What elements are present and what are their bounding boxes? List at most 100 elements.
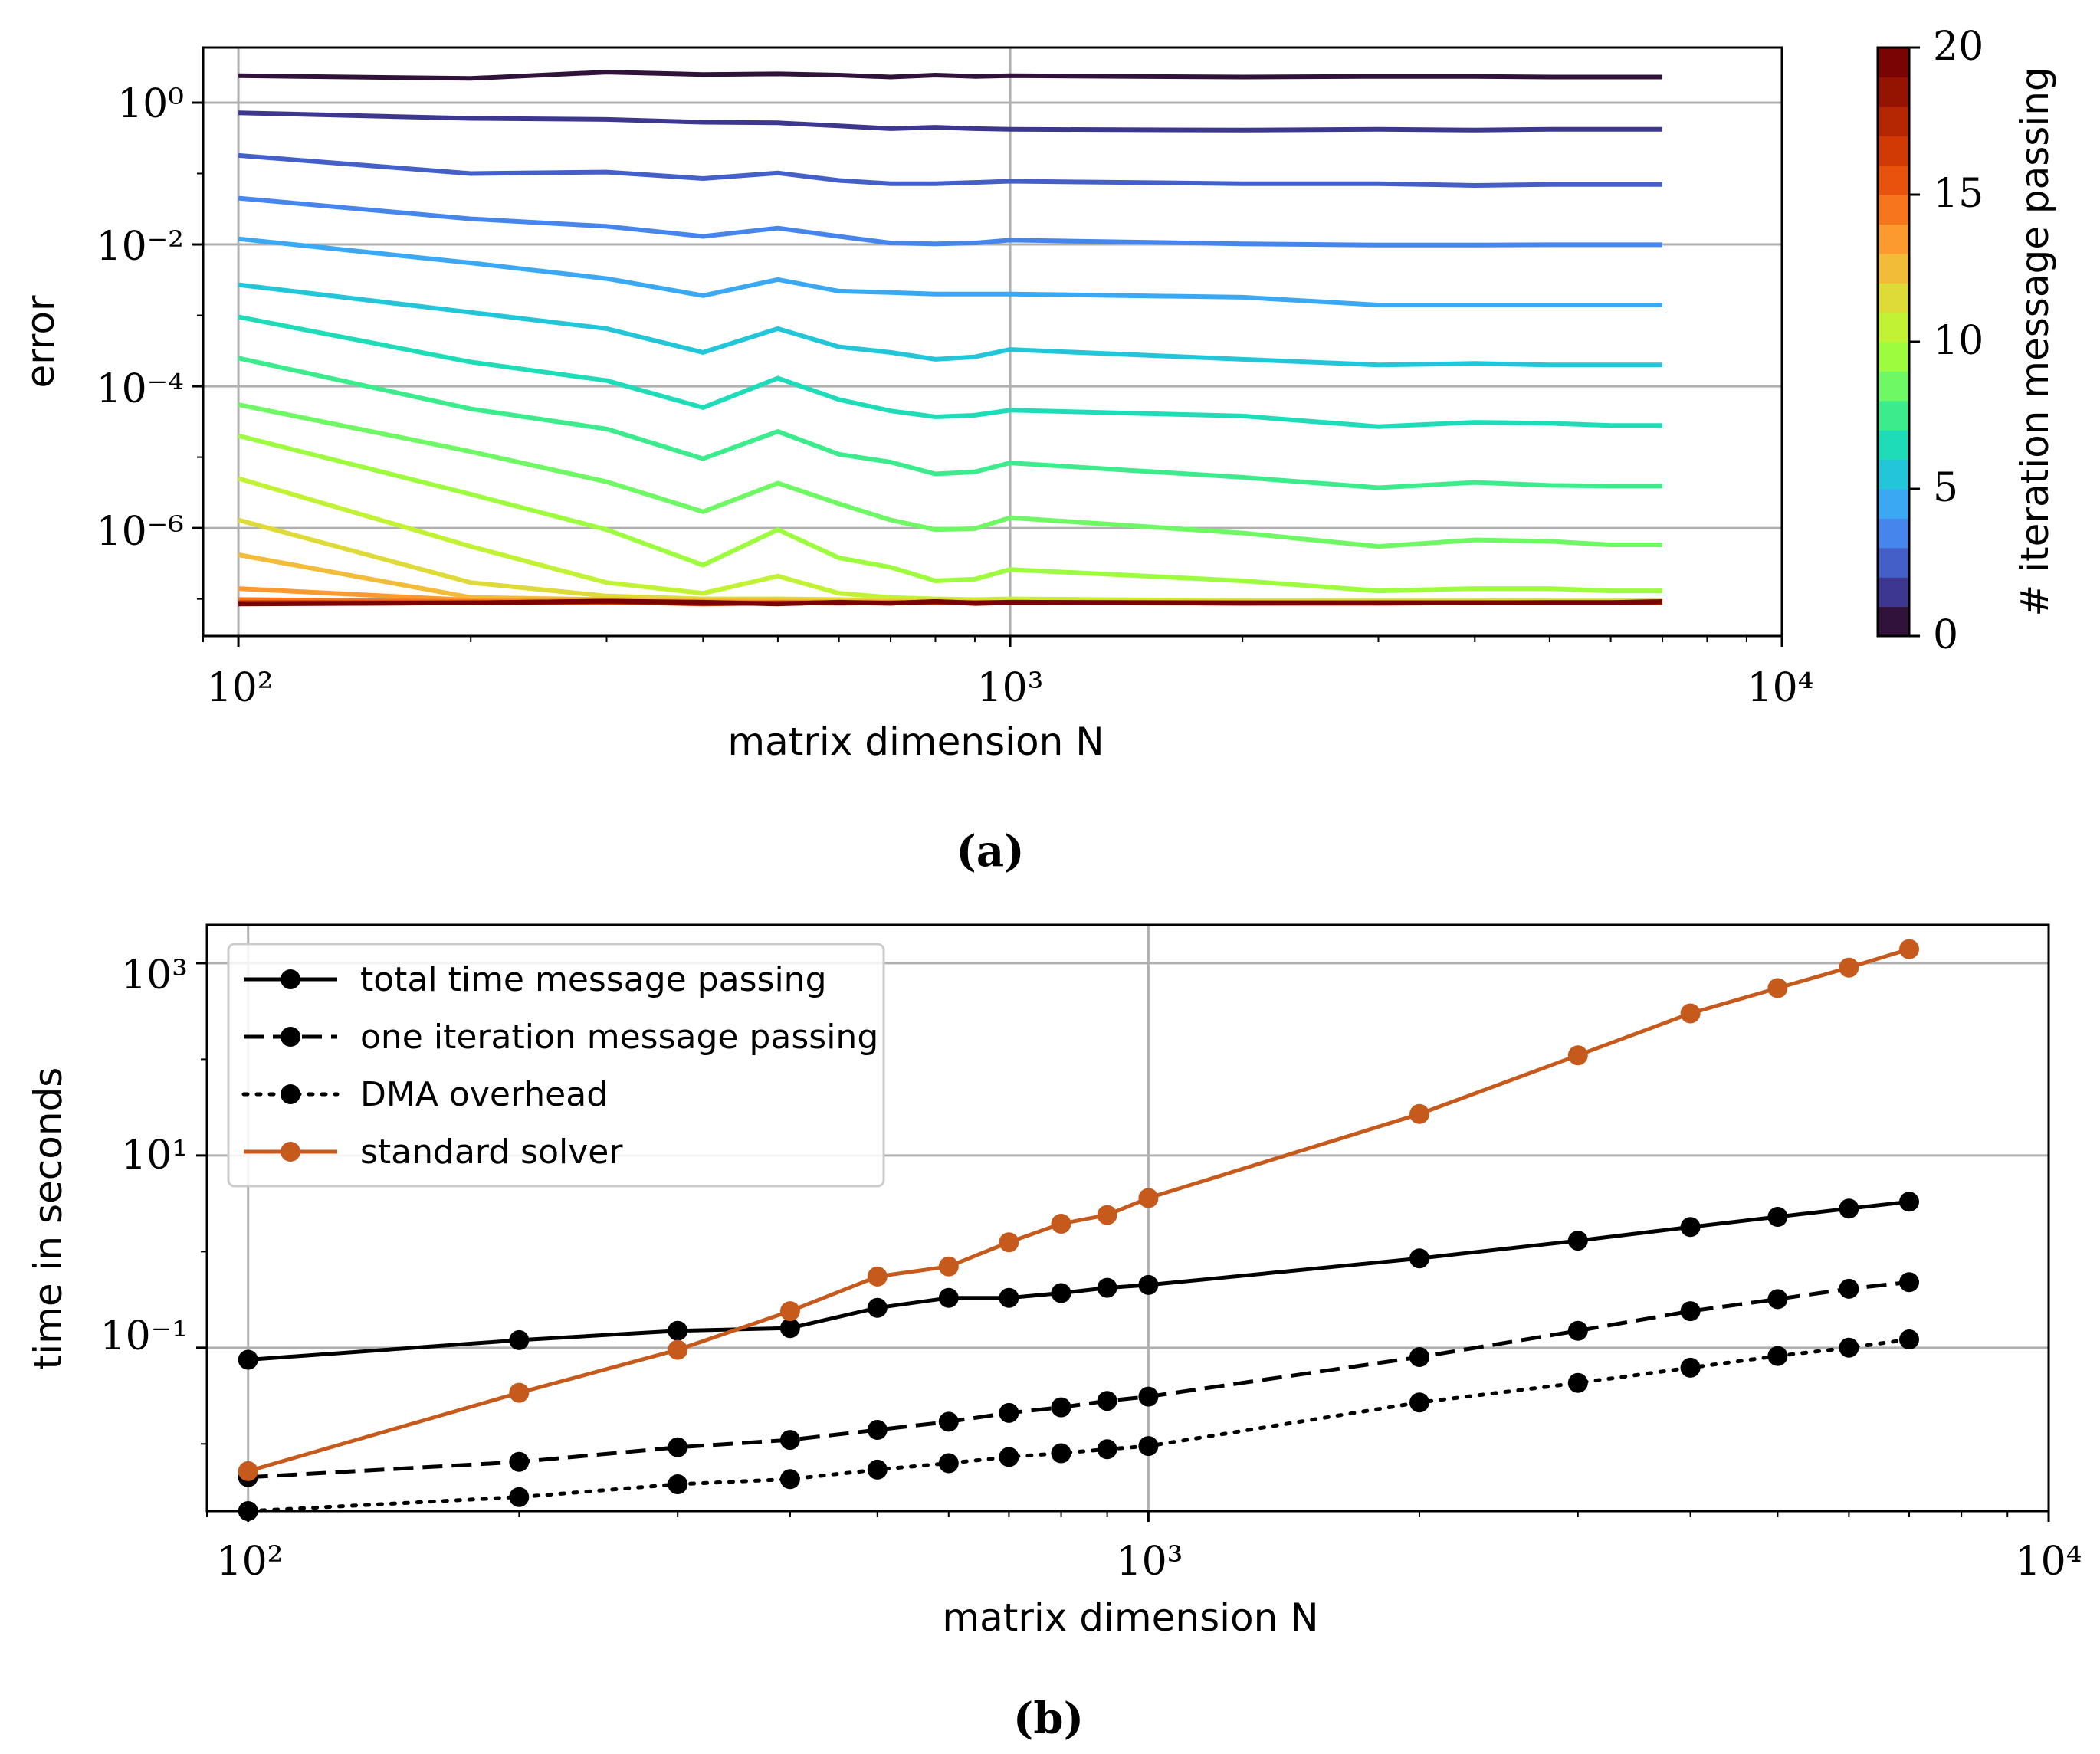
series-line-4 <box>238 236 1662 307</box>
colorbar-segment <box>1878 195 1909 225</box>
data-point <box>1899 1192 1919 1212</box>
data-point <box>867 1297 888 1318</box>
data-point <box>1567 1045 1588 1066</box>
data-point <box>668 1437 688 1457</box>
colorbar-segment <box>1878 342 1909 372</box>
series-line-0 <box>238 70 1662 81</box>
data-point <box>1097 1391 1117 1411</box>
b-panel-label: (b) <box>1013 1693 1084 1744</box>
data-point <box>1409 1103 1429 1124</box>
data-point <box>1051 1283 1071 1303</box>
data-point <box>1567 1231 1588 1251</box>
data-point <box>1567 1372 1588 1393</box>
data-point <box>1839 957 1859 978</box>
b-x-tick-label: 10⁴ <box>2015 1539 2082 1585</box>
a-y-tick-labels: 10⁰ 10⁻² 10⁻⁴ 10⁻⁶ <box>97 81 184 555</box>
legend-marker <box>281 969 300 989</box>
data-point <box>999 1287 1019 1308</box>
a-colorbar-frame <box>1876 46 1911 638</box>
a-colorbar-tick-label: 0 <box>1933 612 1958 658</box>
b-x-tick-labels: 10² 10³ 10⁴ <box>216 1539 2082 1585</box>
colorbar-segment <box>1878 224 1909 254</box>
legend-marker <box>281 1027 300 1047</box>
data-point <box>238 1461 258 1481</box>
a-gridlines <box>203 48 1783 636</box>
data-point <box>867 1420 888 1440</box>
colorbar-segment <box>1878 606 1909 637</box>
colorbar-segment <box>1878 577 1909 608</box>
b-y-tick-labels: 10³ 10¹ 10⁻¹ <box>100 952 188 1359</box>
data-point <box>867 1266 888 1287</box>
a-colorbar-tick-label: 10 <box>1933 318 1984 364</box>
data-point <box>999 1232 1019 1253</box>
data-point <box>1138 1386 1159 1407</box>
a-y-tick-label: 10⁰ <box>117 81 184 127</box>
b-legend-label: DMA overhead <box>360 1075 608 1114</box>
a-x-tick-labels: 10² 10³ 10⁴ <box>206 665 1813 711</box>
data-point <box>1899 1329 1919 1349</box>
data-point <box>867 1459 888 1480</box>
a-x-tick-label: 10³ <box>976 665 1043 711</box>
a-panel-label: (a) <box>956 826 1024 877</box>
data-point <box>1051 1443 1071 1464</box>
data-point <box>1097 1205 1117 1225</box>
data-point <box>938 1411 959 1432</box>
data-point <box>668 1320 688 1341</box>
colorbar-segment <box>1878 77 1909 107</box>
colorbar-segment <box>1878 48 1909 77</box>
b-series-lines <box>238 939 1919 1521</box>
series-line-9 <box>238 433 1662 594</box>
series-line-7 <box>238 356 1662 490</box>
series-line-dma-overhead <box>246 1337 1911 1513</box>
data-point <box>1767 1346 1788 1366</box>
data-point <box>1409 1392 1429 1413</box>
colorbar-segment <box>1878 459 1909 490</box>
data-point <box>1839 1198 1859 1219</box>
series-line-6 <box>238 314 1662 429</box>
data-point <box>999 1402 1019 1423</box>
data-point <box>1567 1320 1588 1341</box>
b-legend-label: one iteration message passing <box>360 1018 878 1057</box>
data-point <box>509 1487 530 1507</box>
data-point <box>1767 978 1788 998</box>
a-colorbar-label: # iteration message passing <box>2013 67 2057 616</box>
b-legend-box <box>227 943 885 1188</box>
legend-marker <box>281 1142 300 1162</box>
colorbar-segment <box>1878 312 1909 343</box>
data-point <box>668 1339 688 1360</box>
series-line-one-iteration-message-passing <box>248 1280 1910 1480</box>
data-point <box>1409 1347 1429 1367</box>
data-point <box>999 1447 1019 1467</box>
data-point <box>1899 939 1919 959</box>
legend-marker <box>281 1084 300 1104</box>
data-point <box>1680 1003 1701 1024</box>
series-line-1 <box>238 110 1662 133</box>
data-point <box>1051 1397 1071 1418</box>
a-y-tick-label: 10⁻² <box>97 224 184 270</box>
a-y-axis-label: error <box>18 295 63 388</box>
data-point <box>938 1287 959 1308</box>
a-colorbar-tick-label: 20 <box>1933 24 1984 70</box>
data-point <box>1051 1214 1071 1234</box>
a-colorbar-tick-labels: 0 5 10 15 20 <box>1933 24 1984 658</box>
colorbar-segment <box>1878 283 1909 313</box>
b-axes-frame <box>205 923 2050 1513</box>
data-point <box>779 1318 800 1339</box>
colorbar-segment <box>1878 489 1909 519</box>
a-colorbar-tick-label: 15 <box>1933 171 1984 217</box>
colorbar-segment <box>1878 165 1909 195</box>
data-point <box>779 1469 800 1490</box>
b-y-tick-label: 10³ <box>121 952 188 998</box>
b-y-tick-label: 10⁻¹ <box>100 1313 188 1359</box>
b-x-axis-label: matrix dimension N <box>942 1595 1318 1640</box>
data-point <box>938 1453 959 1474</box>
data-point <box>1680 1217 1701 1238</box>
colorbar-segment <box>1878 430 1909 461</box>
data-point <box>509 1451 530 1472</box>
colorbar-segment <box>1878 106 1909 136</box>
panel-b: 10² 10³ 10⁴ 10³ 10¹ 10⁻¹ matrix dimensio… <box>26 923 2082 1744</box>
data-point <box>1097 1439 1117 1460</box>
colorbar-segment <box>1878 253 1909 284</box>
b-y-axis-label: time in seconds <box>26 1067 71 1370</box>
